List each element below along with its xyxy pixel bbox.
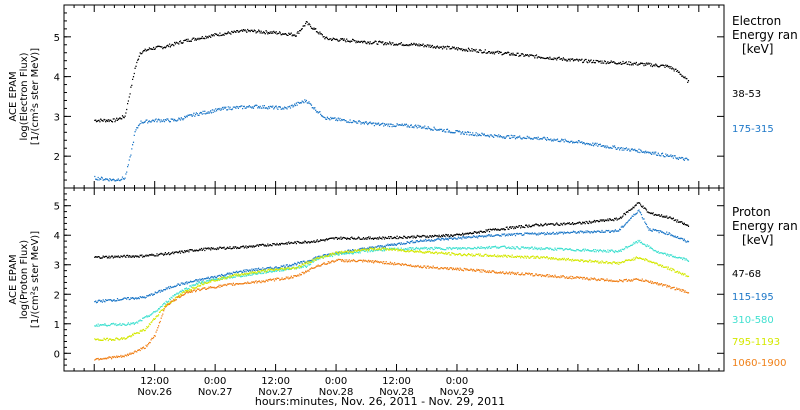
series-1060-1900	[94, 258, 690, 361]
y-tick-label: 2	[54, 152, 60, 163]
electron-panel: 2 3 4 5 ACE EPAM log(Electron Flux) [1/(cm²s s…	[8, 12, 798, 189]
x-tick-time: 0:00	[204, 376, 226, 387]
legend-label: 47-68	[732, 269, 761, 280]
legend-title-line: [keV]	[742, 233, 773, 247]
y-tick-label: 3	[54, 112, 60, 123]
proton-panel: 0 1 2 3 4 5 ACE EPAM log(Proton Flux) [1/(cm²s s…	[8, 193, 798, 372]
x-tick-time: 12:00	[140, 376, 169, 387]
series-175-315	[94, 99, 690, 182]
y-tick-label: 5	[54, 202, 60, 213]
y-axis-label-line: ACE EPAM	[8, 71, 19, 121]
y-axis-label-line: [1/(cm²s ster MeV)]	[30, 48, 41, 145]
legend-title-line: Energy ran	[732, 219, 798, 233]
legend-label: 1060-1900	[732, 358, 787, 369]
x-tick-date: Nov.29	[440, 387, 475, 398]
legend-label: 115-195	[732, 292, 774, 303]
legend-title-line: Electron	[732, 14, 781, 28]
x-tick-time: 12:00	[382, 376, 411, 387]
x-tick-date: Nov.28	[379, 387, 414, 398]
series-38-53	[94, 21, 690, 123]
y-tick-label: 5	[54, 33, 60, 44]
y-axis-label-line: log(Electron Flux)	[19, 52, 30, 140]
y-axis-label-line: [1/(cm²s ster MeV)]	[30, 231, 41, 328]
x-axis-label: hours:minutes, Nov. 26, 2011 - Nov. 29, …	[255, 395, 505, 408]
legend-title-line: Energy ran	[732, 28, 798, 42]
y-tick-label: 4	[54, 231, 60, 242]
x-axis: 12:00Nov.260:00Nov.2712:00Nov.270:00Nov.…	[63, 5, 720, 398]
series-795-1193	[94, 246, 690, 342]
legend-label: 175-315	[732, 124, 774, 135]
legend-label: 795-1193	[732, 337, 780, 348]
panel-proton-frame	[63, 187, 725, 372]
series-115-195	[94, 209, 690, 304]
y-tick-label: 0	[54, 349, 60, 360]
y-tick-label: 4	[54, 73, 60, 84]
y-tick-label: 2	[54, 290, 60, 301]
x-tick-time: 12:00	[261, 376, 290, 387]
x-tick-date: Nov.27	[258, 387, 293, 398]
x-tick-time: 0:00	[325, 376, 347, 387]
legend-label: 310-580	[732, 315, 774, 326]
y-tick-label: 3	[54, 261, 60, 272]
legend-title-line: Proton	[732, 205, 771, 219]
legend-label: 38-53	[732, 89, 761, 100]
x-tick-date: Nov.26	[137, 387, 172, 398]
x-tick-date: Nov.28	[319, 387, 354, 398]
y-axis-label-line: ACE EPAM	[8, 254, 19, 304]
legend-title-line: [keV]	[742, 42, 773, 56]
panel-electron-frame	[63, 4, 725, 189]
x-tick-time: 0:00	[446, 376, 468, 387]
x-tick-date: Nov.27	[198, 387, 233, 398]
y-tick-label: 1	[54, 320, 60, 331]
y-axis-label-line: log(Proton Flux)	[19, 240, 30, 319]
series-47-68	[94, 201, 690, 260]
